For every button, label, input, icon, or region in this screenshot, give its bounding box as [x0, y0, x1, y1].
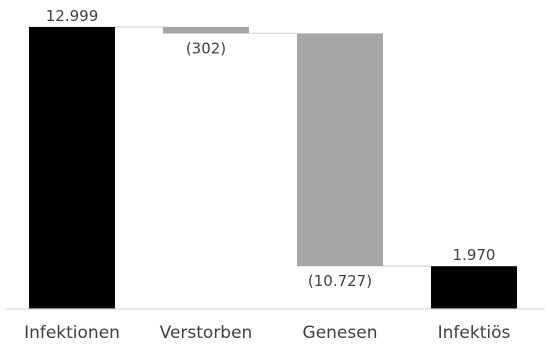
bar-infektiös: [431, 266, 517, 309]
bar-verstorben: [163, 26, 249, 34]
x-tick-label-infektionen: Infektionen: [24, 323, 120, 343]
bar-genesen: [297, 33, 383, 267]
data-label-infektionen: 12.999: [46, 7, 99, 25]
bars-group: [29, 26, 517, 310]
data-label-verstorben: (302): [186, 39, 226, 57]
data-label-infektiös: 1.970: [453, 246, 496, 264]
x-tick-label-genesen: Genesen: [303, 323, 378, 343]
connector-lines: [115, 26, 431, 267]
x-tick-labels: Infektionen Verstorben Genesen Infektiös: [24, 323, 510, 343]
x-tick-label-infektiös: Infektiös: [438, 323, 511, 343]
bar-infektionen: [29, 26, 115, 310]
x-tick-label-verstorben: Verstorben: [160, 323, 253, 343]
data-labels-group: 12.999 (302) (10.727) 1.970: [46, 7, 496, 290]
data-label-genesen: (10.727): [308, 272, 372, 290]
